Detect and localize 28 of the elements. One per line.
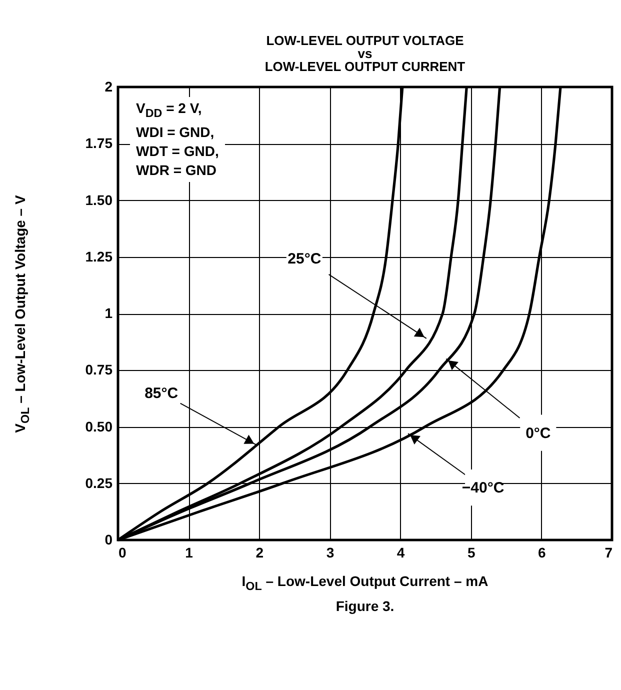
y-tick-label: 0.25 [85, 474, 113, 491]
x-tick-label: 0 [118, 544, 126, 560]
y-tick-label: 1.25 [85, 248, 113, 264]
chart-title: LOW-LEVEL OUTPUT VOLTAGE vs LOW-LEVEL OUTPUT CURRENT [264, 33, 466, 74]
annotation: WDI = GND, [136, 124, 214, 140]
annotation: WDT = GND, [136, 142, 219, 159]
annotation: 85°C [144, 384, 178, 402]
x-tick-label: 3 [326, 544, 334, 560]
annotation: WDR = GND [136, 162, 216, 178]
x-tick-label: 7 [604, 544, 613, 560]
annotation: −40°C [462, 480, 504, 497]
x-tick-label: 6 [538, 544, 546, 560]
y-tick-label: 0.75 [85, 362, 113, 378]
y-tick-label: 1.50 [85, 192, 113, 208]
annotation: 25°C [288, 250, 322, 268]
x-axis-title: I$_{OL}$ – Low-Level Output Current – mA [242, 573, 488, 593]
annotation: 0°C [526, 424, 551, 442]
x-tick-label: 4 [396, 544, 405, 560]
y-tick-label: 0 [104, 532, 113, 548]
x-tick-label: 1 [185, 544, 194, 560]
caption: Figure 3. [336, 598, 394, 614]
y-tick-label: 1 [104, 305, 113, 321]
x-tick-label: 2 [256, 544, 264, 560]
y-tick-label: 0.50 [85, 418, 113, 434]
y-tick-label: 2 [104, 78, 113, 94]
x-tick-label: 5 [467, 544, 476, 560]
y-tick-label: 1.75 [85, 135, 113, 152]
annotation: V$_{DD}$ = 2 V, [136, 100, 202, 120]
